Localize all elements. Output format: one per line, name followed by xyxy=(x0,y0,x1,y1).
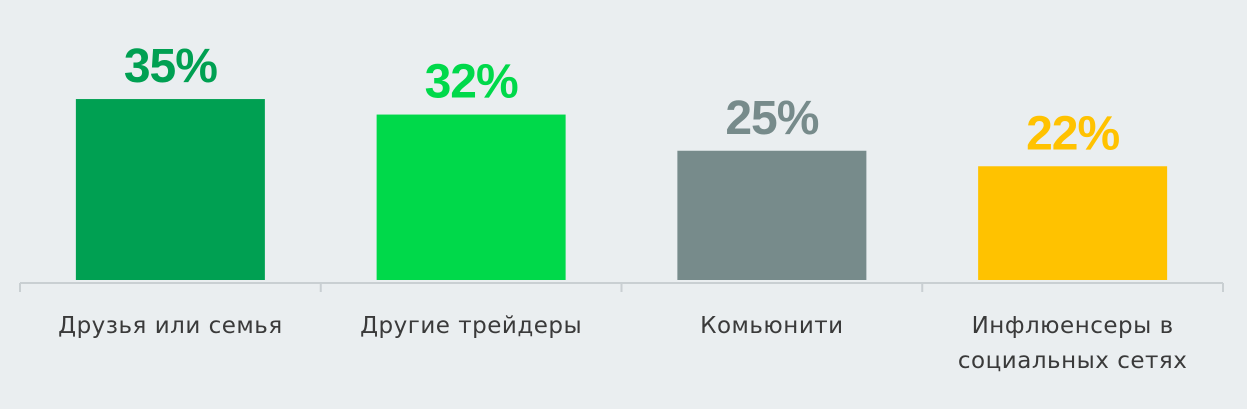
category-label: Комьюнити xyxy=(700,313,844,339)
value-label: 32% xyxy=(425,56,518,109)
category-label: Другие трейдеры xyxy=(360,313,583,339)
value-label: 35% xyxy=(124,40,217,93)
bar xyxy=(376,114,566,280)
value-label: 25% xyxy=(725,92,818,145)
category-label: Друзья или семья xyxy=(58,313,283,339)
bar xyxy=(677,150,867,280)
bar xyxy=(978,166,1168,280)
category-label: Инфлюенсеры в социальных сетях xyxy=(957,313,1188,374)
bar xyxy=(75,99,265,280)
value-label: 22% xyxy=(1026,107,1119,160)
